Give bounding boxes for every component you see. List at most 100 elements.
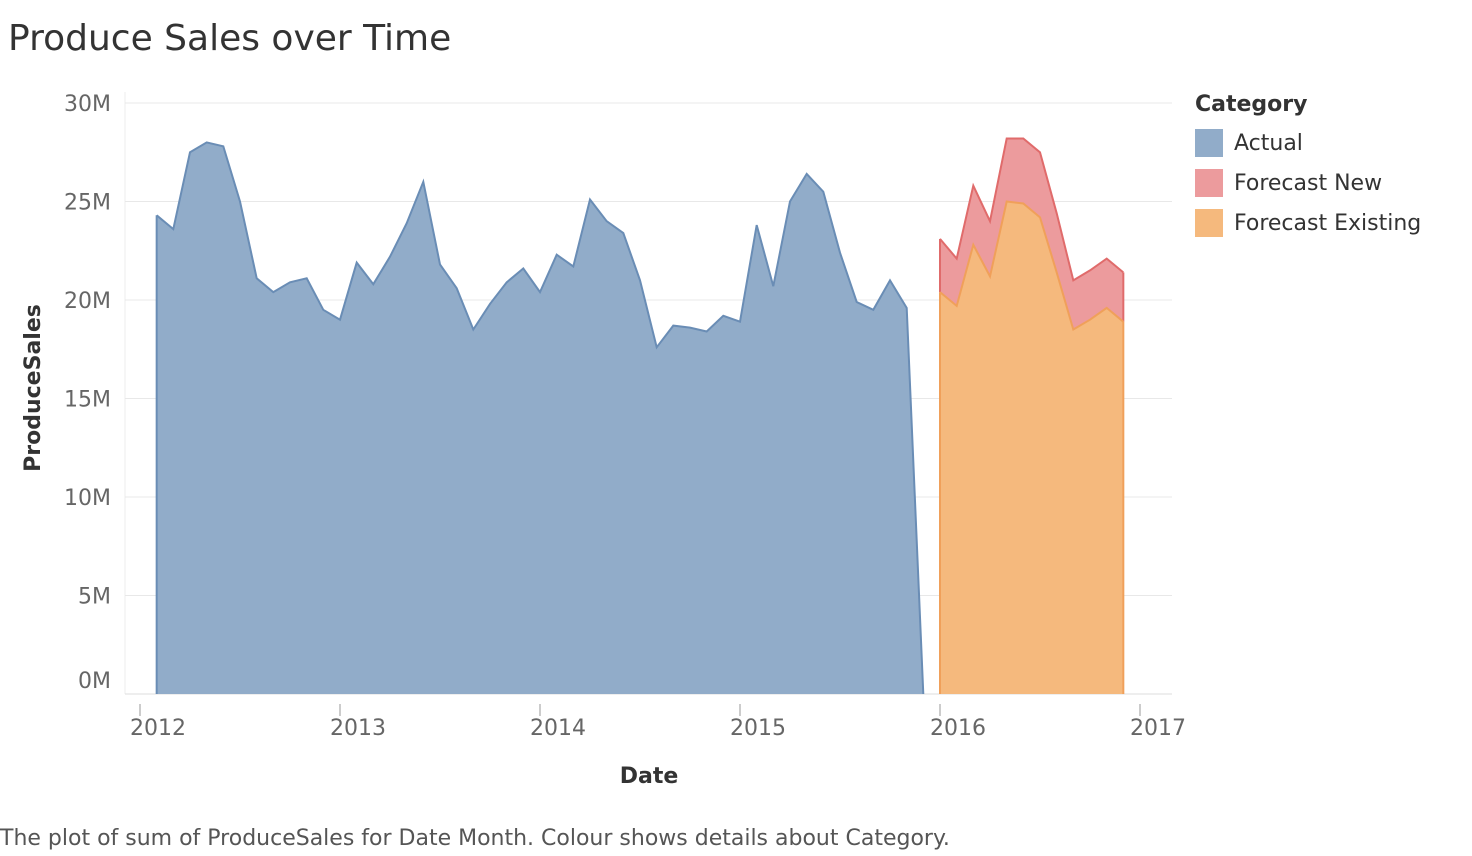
- data-point-actual[interactable]: [904, 305, 910, 311]
- data-point-actual[interactable]: [187, 149, 193, 155]
- data-point-forecast-new[interactable]: [1120, 269, 1126, 275]
- data-point-actual[interactable]: [254, 275, 260, 281]
- data-point-actual[interactable]: [487, 301, 493, 307]
- chart-caption: The plot of sum of ProduceSales for Date…: [0, 826, 950, 851]
- data-point-actual[interactable]: [420, 179, 426, 185]
- data-point-actual[interactable]: [287, 279, 293, 285]
- data-point-actual[interactable]: [270, 289, 276, 295]
- data-point-actual[interactable]: [587, 197, 593, 203]
- data-point-actual[interactable]: [920, 691, 926, 697]
- data-point-actual[interactable]: [720, 313, 726, 319]
- data-point-forecast-existing[interactable]: [987, 273, 993, 279]
- area-forecast-new[interactable]: [940, 138, 1124, 330]
- data-point-actual[interactable]: [637, 277, 643, 283]
- chart-areas: [154, 135, 1126, 697]
- data-point-forecast-existing[interactable]: [954, 303, 960, 309]
- data-point-actual[interactable]: [754, 222, 760, 228]
- data-point-forecast-new[interactable]: [1037, 149, 1043, 155]
- x-axis-title: Date: [620, 764, 679, 789]
- legend-swatch-actual: [1195, 129, 1223, 157]
- data-point-forecast-existing[interactable]: [1004, 199, 1010, 205]
- y-axis-title: ProduceSales: [21, 304, 46, 472]
- data-point-actual[interactable]: [737, 319, 743, 325]
- data-point-actual[interactable]: [687, 325, 693, 331]
- data-point-actual[interactable]: [570, 264, 576, 270]
- data-point-actual[interactable]: [204, 139, 210, 145]
- area-line-forecast-existing: [939, 200, 1124, 332]
- legend-label-actual: Actual: [1234, 130, 1303, 156]
- chart-title: Produce Sales over Time: [8, 18, 452, 59]
- data-point-actual[interactable]: [154, 212, 160, 218]
- data-point-actual[interactable]: [554, 252, 560, 258]
- data-point-actual[interactable]: [804, 171, 810, 177]
- y-tick-label: 20M: [64, 289, 111, 314]
- legend-swatch-forecast-existing: [1195, 209, 1223, 237]
- data-point-actual[interactable]: [470, 327, 476, 333]
- data-point-forecast-new[interactable]: [970, 183, 976, 189]
- data-point-forecast-existing[interactable]: [937, 289, 943, 295]
- data-point-actual[interactable]: [620, 230, 626, 236]
- area-forecast-existing[interactable]: [940, 201, 1124, 695]
- data-point-actual[interactable]: [704, 329, 710, 335]
- data-point-actual[interactable]: [237, 199, 243, 205]
- data-point-actual[interactable]: [354, 260, 360, 266]
- data-point-actual[interactable]: [887, 277, 893, 283]
- data-point-actual[interactable]: [320, 307, 326, 313]
- data-point-actual[interactable]: [787, 199, 793, 205]
- area-line-forecast-new: [939, 137, 1124, 282]
- data-point-actual[interactable]: [654, 344, 660, 350]
- data-point-forecast-new[interactable]: [987, 218, 993, 224]
- area-actual[interactable]: [156, 142, 924, 694]
- data-point-forecast-existing[interactable]: [970, 242, 976, 248]
- data-point-forecast-existing[interactable]: [1020, 200, 1026, 206]
- data-point-actual[interactable]: [870, 307, 876, 313]
- data-point-actual[interactable]: [520, 265, 526, 271]
- data-point-forecast-existing[interactable]: [1120, 319, 1126, 325]
- legend-title: Category: [1195, 92, 1308, 117]
- y-axis: 0M 5M 10M 15M 20M 25M 30M: [64, 92, 111, 694]
- data-point-forecast-new[interactable]: [1054, 210, 1060, 216]
- data-point-forecast-new[interactable]: [937, 236, 943, 242]
- legend-item-forecast-new[interactable]: Forecast New: [1195, 163, 1421, 203]
- legend-item-actual[interactable]: Actual: [1195, 123, 1421, 163]
- data-point-actual[interactable]: [304, 275, 310, 281]
- data-point-forecast-new[interactable]: [1004, 135, 1010, 141]
- legend-item-forecast-existing[interactable]: Forecast Existing: [1195, 203, 1421, 243]
- data-point-actual[interactable]: [387, 254, 393, 260]
- data-point-actual[interactable]: [820, 189, 826, 195]
- legend-swatch-forecast-new: [1195, 169, 1223, 197]
- data-point-actual[interactable]: [370, 281, 376, 287]
- data-point-actual[interactable]: [404, 220, 410, 226]
- data-point-actual[interactable]: [454, 285, 460, 291]
- data-point-actual[interactable]: [854, 299, 860, 305]
- data-point-forecast-new[interactable]: [1104, 256, 1110, 262]
- y-tick-label: 5M: [78, 585, 111, 610]
- data-point-actual[interactable]: [770, 283, 776, 289]
- data-point-forecast-new[interactable]: [1070, 277, 1076, 283]
- data-point-actual[interactable]: [837, 250, 843, 256]
- data-point-forecast-existing[interactable]: [1104, 305, 1110, 311]
- x-tick-label: 2014: [530, 716, 586, 741]
- data-point-actual[interactable]: [170, 226, 176, 232]
- data-point-actual[interactable]: [670, 323, 676, 329]
- data-point-forecast-existing[interactable]: [1087, 317, 1093, 323]
- data-point-actual[interactable]: [537, 289, 543, 295]
- data-point-forecast-existing[interactable]: [1070, 327, 1076, 333]
- data-point-forecast-existing[interactable]: [1037, 214, 1043, 220]
- data-point-forecast-new[interactable]: [1087, 267, 1093, 273]
- data-point-forecast-existing[interactable]: [1054, 269, 1060, 275]
- data-point-forecast-new[interactable]: [954, 256, 960, 262]
- data-point-actual[interactable]: [604, 218, 610, 224]
- x-axis: 2012 2013 2014 2015 2016 2017: [130, 704, 1186, 741]
- y-tick-label: 15M: [64, 388, 111, 413]
- x-tick-label: 2017: [1130, 716, 1186, 741]
- data-point-forecast-new[interactable]: [1020, 135, 1026, 141]
- y-tick-label: 0M: [78, 669, 111, 694]
- data-point-actual[interactable]: [437, 262, 443, 268]
- data-point-actual[interactable]: [504, 279, 510, 285]
- data-point-actual[interactable]: [220, 143, 226, 149]
- data-point-actual[interactable]: [337, 317, 343, 323]
- x-tick-label: 2015: [730, 716, 786, 741]
- y-tick-label: 10M: [64, 486, 111, 511]
